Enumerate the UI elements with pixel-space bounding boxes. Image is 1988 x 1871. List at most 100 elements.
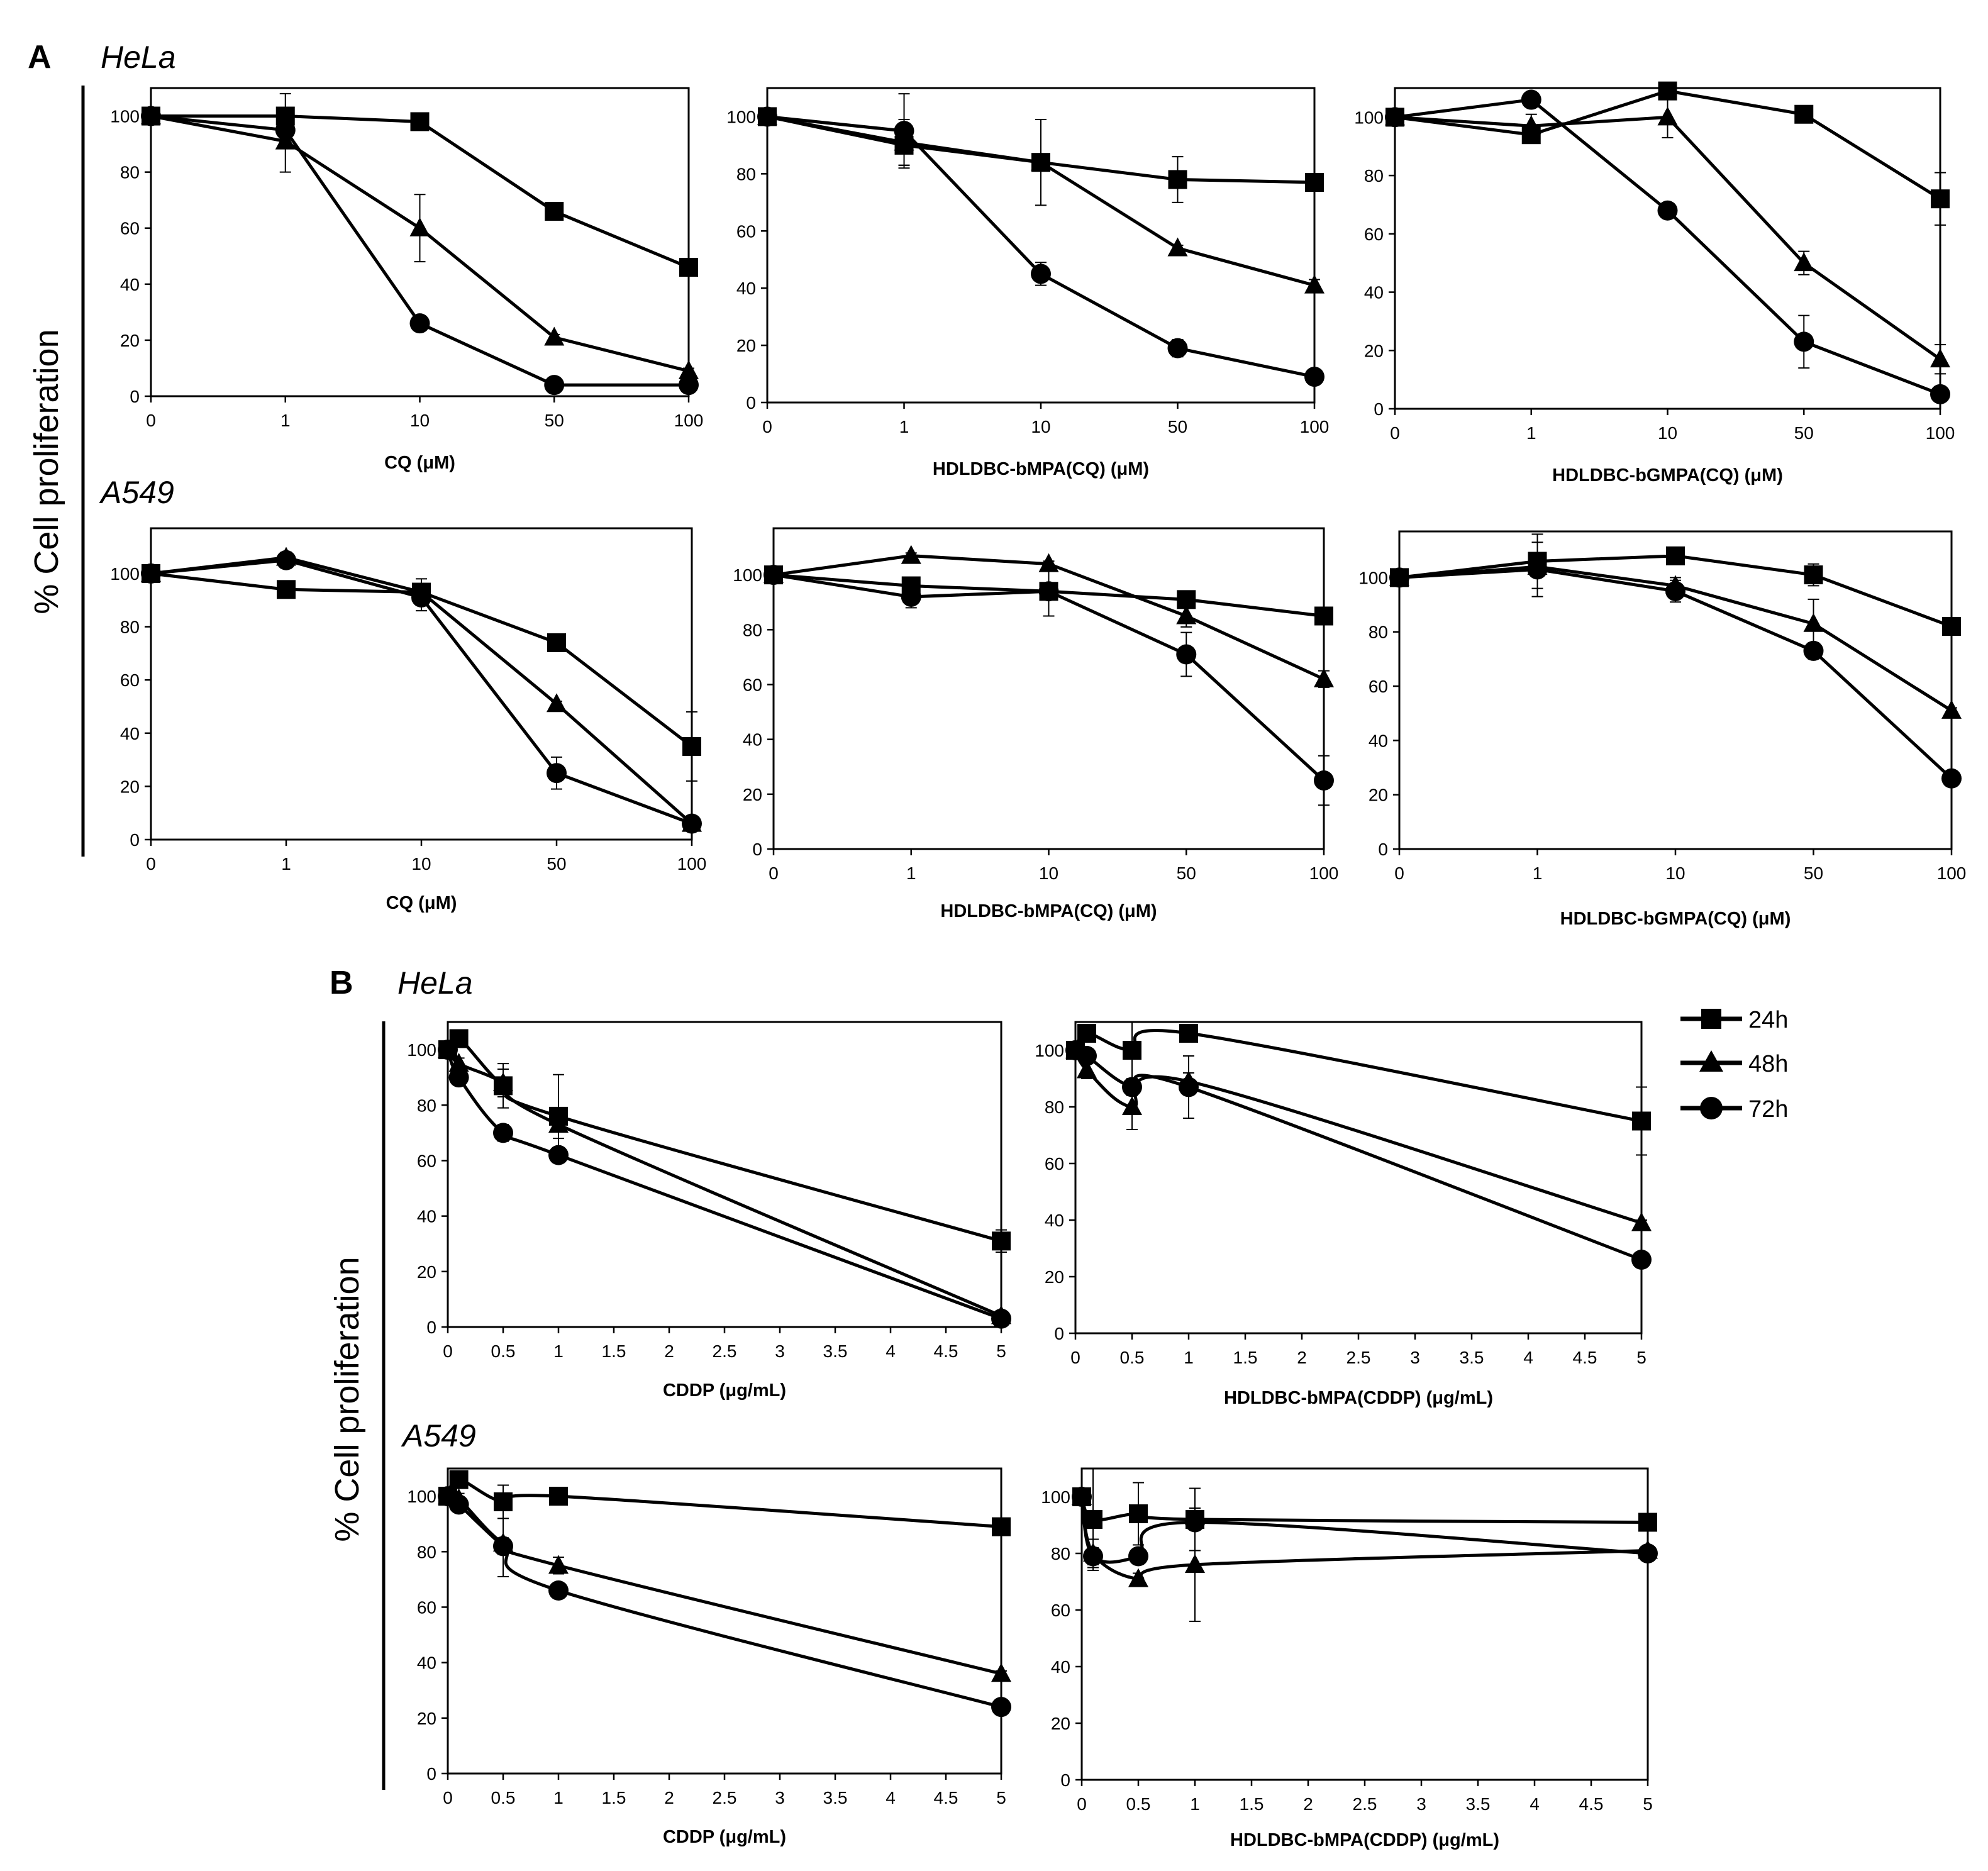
y-tick-label: 100 [407, 1040, 436, 1060]
x-tick-label: 1 [906, 863, 916, 883]
data-point-72h [141, 106, 161, 126]
x-tick-label: 1 [280, 411, 291, 430]
data-point-72h [1038, 581, 1059, 602]
data-point-24h [1794, 104, 1814, 124]
y-tick-label: 100 [110, 564, 140, 584]
x-tick-label: 4.5 [1579, 1794, 1604, 1814]
x-tick-label: 3.5 [823, 1788, 848, 1807]
legend-item-24h: 24h [1680, 1007, 1788, 1033]
data-point-72h [1128, 1546, 1148, 1567]
data-point-72h [1638, 1543, 1658, 1563]
data-point-48h [409, 217, 430, 236]
chart-a-hela-cq: 0 20 40 60 80 100 0 1 10 50 100 CQ (μM) [110, 87, 704, 473]
data-point-48h [1077, 1059, 1097, 1079]
data-point-72h [1314, 770, 1334, 791]
x-tick-label: 4.5 [934, 1788, 958, 1807]
x-tick-label: 4.5 [1573, 1348, 1597, 1367]
data-point-48h [1167, 237, 1188, 257]
data-point-24h [682, 736, 701, 756]
y-tick-label: 100 [407, 1487, 436, 1506]
x-axis-label: HDLDBC-bMPA(CQ) (μM) [933, 459, 1149, 479]
y-tick-label: 80 [1045, 1097, 1064, 1117]
x-axis-label: HDLDBC-bMPA(CQ) (μM) [940, 901, 1157, 921]
x-tick-label: 1 [1184, 1348, 1194, 1367]
data-point-48h [901, 545, 921, 564]
x-tick-label: 4.5 [934, 1341, 958, 1361]
y-tick-label: 20 [417, 1709, 436, 1728]
series-24h [438, 1470, 1011, 1536]
data-point-24h [1179, 1024, 1198, 1043]
x-tick-label: 1 [553, 1341, 564, 1361]
series-72h [141, 106, 699, 396]
data-point-72h [1794, 331, 1814, 352]
chart-b-hela-cddp: 0 20 40 60 80 100 0 0.5 1 1.5 2 2.5 3 3.5 4 4.5 5 CDDP (μ… [407, 1021, 1011, 1401]
data-point-72h [544, 375, 565, 396]
x-tick-label: 0 [146, 411, 156, 430]
panel-b-y-axis-title: % Cell proliferation [328, 1257, 366, 1541]
y-tick-label: 80 [120, 618, 140, 637]
y-tick-label: 20 [1364, 341, 1384, 360]
x-axis-label: HDLDBC-bGMPA(CQ) (μM) [1560, 909, 1791, 929]
data-point-72h [276, 550, 296, 570]
data-point-72h [1657, 200, 1678, 221]
legend-item-72h: 72h [1680, 1096, 1788, 1123]
x-tick-label: 10 [1031, 417, 1050, 436]
x-axis-label: CQ (μM) [384, 453, 455, 473]
data-point-48h [1304, 274, 1324, 294]
data-point-48h [1941, 699, 1962, 719]
x-tick-label: 2.5 [713, 1788, 737, 1807]
plot-frame [1080, 1467, 1649, 1781]
data-point-72h [679, 375, 699, 396]
data-point-72h [548, 1145, 569, 1165]
x-tick-label: 10 [1039, 863, 1058, 883]
square-marker-icon [1701, 1009, 1721, 1029]
x-axis-label: CDDP (μg/mL) [663, 1380, 786, 1401]
data-point-72h [991, 1697, 1011, 1718]
y-tick-label: 60 [120, 670, 140, 690]
series-line-72h [446, 1049, 1002, 1321]
data-point-72h [409, 313, 430, 334]
chart-a-a549-cq: 0 20 40 60 80 100 0 1 10 50 100 CQ (μM) [110, 527, 706, 913]
x-tick-label: 3.5 [1466, 1794, 1491, 1814]
chart-a-a549-bgmpa: 0 20 40 60 80 100 0 1 10 50 100 HDLDBC-bGMPA(CQ) (μ… [1358, 530, 1966, 929]
data-point-24h [494, 1492, 513, 1511]
panel-b-label: B [330, 965, 353, 1001]
data-point-24h [1931, 189, 1950, 209]
data-point-48h [1657, 106, 1678, 126]
x-axis-label: HDLDBC-bMPA(CDDP) (μg/mL) [1224, 1388, 1493, 1408]
x-tick-label: 50 [547, 854, 566, 874]
data-point-48h [991, 1663, 1011, 1682]
data-point-24h [679, 258, 698, 277]
data-point-48h [1122, 1096, 1142, 1115]
series-line-48h [1394, 115, 1941, 361]
data-point-72h [764, 565, 784, 586]
panel-b-a549-label: A549 [401, 1418, 476, 1453]
y-tick-label: 40 [743, 730, 762, 750]
series-line-24h [446, 1035, 1002, 1243]
panel-a-hela-label: HeLa [101, 40, 176, 75]
panel-a-a549-label: A549 [99, 475, 174, 510]
y-tick-label: 20 [1369, 786, 1388, 805]
data-point-24h [547, 633, 566, 652]
plot-frame [1074, 1021, 1643, 1335]
data-point-48h [679, 360, 699, 379]
data-point-24h [992, 1231, 1011, 1251]
x-tick-label: 0.5 [1120, 1348, 1145, 1367]
series-48h [141, 105, 699, 379]
x-tick-label: 100 [1926, 423, 1955, 443]
x-tick-label: 1.5 [602, 1341, 626, 1361]
x-tick-label: 0 [1394, 863, 1404, 883]
data-point-48h [1631, 1212, 1652, 1231]
data-point-24h [277, 580, 296, 599]
y-tick-label: 60 [417, 1151, 436, 1170]
y-tick-label: 40 [120, 275, 140, 294]
y-tick-label: 0 [426, 1764, 436, 1784]
data-point-24h [992, 1517, 1011, 1536]
y-tick-label: 100 [1035, 1041, 1064, 1060]
x-tick-label: 100 [674, 411, 704, 430]
y-tick-label: 80 [120, 163, 140, 182]
x-tick-label: 2.5 [1353, 1794, 1377, 1814]
data-point-72h [1122, 1077, 1142, 1097]
x-tick-label: 1 [899, 417, 909, 436]
y-tick-label: 100 [1041, 1487, 1070, 1507]
